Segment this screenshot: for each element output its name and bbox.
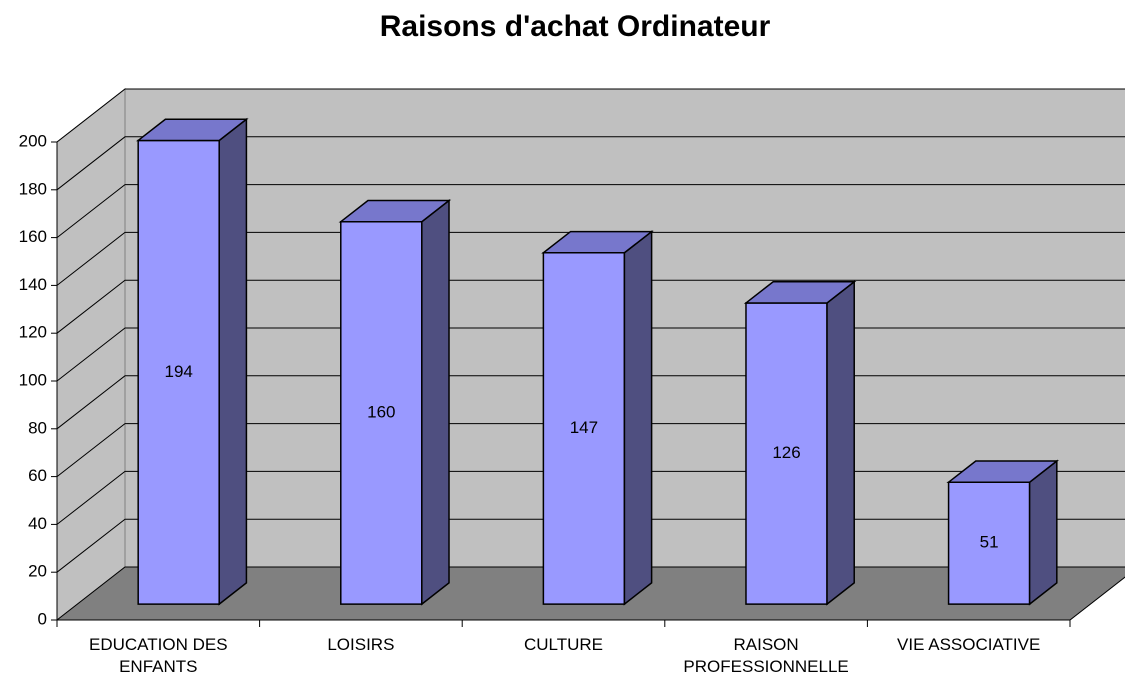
value-label: 147 — [570, 418, 598, 437]
value-label: 160 — [367, 402, 395, 421]
y-tick-label: 100 — [19, 370, 47, 389]
y-tick-label: 120 — [19, 323, 47, 342]
value-label: 194 — [165, 362, 193, 381]
y-tick-label: 20 — [28, 562, 47, 581]
y-tick-label: 40 — [28, 514, 47, 533]
grid-line — [56, 88, 1125, 143]
bar-side — [421, 198, 450, 606]
value-label: 126 — [772, 443, 800, 462]
x-axis-depth — [1069, 576, 1125, 621]
y-tick-label: 200 — [19, 131, 47, 150]
bar-side — [218, 117, 248, 606]
y-tick-label: 0 — [38, 609, 47, 628]
x-tick-label: LOISIRS — [327, 635, 394, 654]
y-tick-label: 80 — [28, 418, 47, 437]
x-tick-label: RAISON PROFESSIONNELLE — [683, 635, 848, 676]
chart-title: Raisons d'achat Ordinateur — [380, 10, 771, 43]
x-tick-label: VIE ASSOCIATIVE — [897, 635, 1040, 654]
grid-line — [56, 184, 1125, 238]
grid-line — [56, 136, 1125, 191]
x-tick-label: CULTURE — [524, 635, 603, 654]
grid-line — [56, 231, 1125, 286]
grid-line — [56, 279, 1125, 334]
y-tick-label: 60 — [28, 466, 47, 485]
y-tick-label: 160 — [19, 227, 47, 246]
bar — [541, 230, 654, 606]
value-label: 51 — [980, 533, 999, 552]
bar-side — [1028, 459, 1058, 606]
bar-top — [541, 230, 654, 254]
bar-side — [826, 280, 855, 606]
bar-top — [743, 281, 857, 304]
bar-side — [623, 230, 653, 606]
bar-top — [135, 118, 249, 142]
bar — [135, 117, 249, 606]
bar-top — [946, 460, 1060, 483]
bar-top — [338, 199, 452, 223]
y-tick-label: 140 — [19, 275, 47, 294]
x-tick-label: EDUCATION DES ENFANTS — [89, 635, 228, 676]
y-tick-label: 180 — [19, 179, 47, 198]
bar — [338, 198, 452, 606]
bar — [946, 459, 1060, 606]
bar — [743, 280, 857, 606]
